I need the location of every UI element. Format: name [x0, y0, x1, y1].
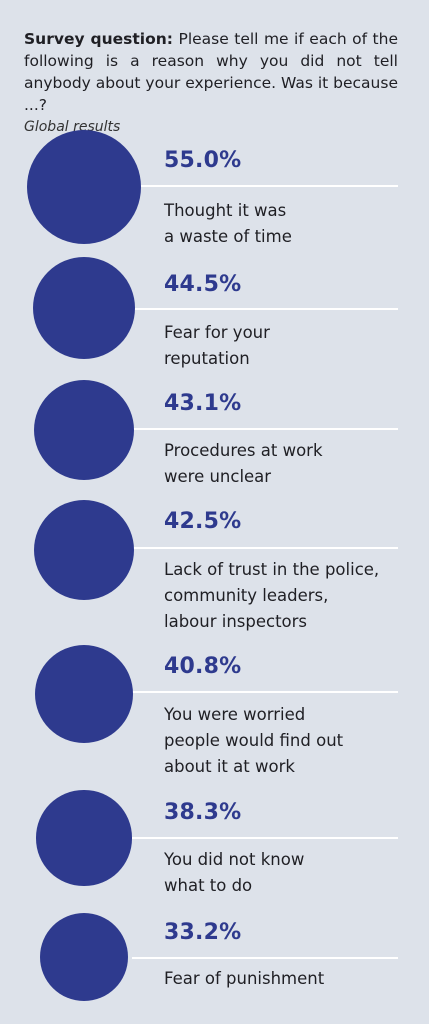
- divider-line: [132, 547, 398, 549]
- percent-label: 42.5%: [164, 509, 242, 534]
- value-bubble: [36, 790, 132, 886]
- value-bubble: [33, 379, 135, 481]
- reason-label: Procedures at work were unclear: [164, 441, 323, 486]
- divider-line: [132, 837, 398, 839]
- question-text: Please tell me if each of the following …: [24, 30, 398, 114]
- value-bubble: [27, 130, 141, 244]
- value-bubble: [34, 644, 134, 744]
- percent-label: 43.1%: [164, 391, 242, 416]
- percent-label: 55.0%: [164, 148, 242, 173]
- reason-label: You did not know what to do: [164, 850, 305, 895]
- reason-label: You were worried people would find out a…: [164, 705, 344, 776]
- divider-line: [132, 691, 398, 693]
- question-label: Survey question:: [24, 30, 173, 48]
- value-bubble: [33, 499, 135, 601]
- reason-label: Fear of punishment: [164, 969, 325, 988]
- reason-label: Lack of trust in the police, community l…: [164, 560, 380, 631]
- divider-line: [132, 185, 398, 187]
- divider-line: [132, 308, 398, 310]
- percent-label: 38.3%: [164, 800, 242, 825]
- divider-line: [132, 957, 398, 959]
- percent-label: 40.8%: [164, 654, 242, 679]
- value-bubble: [39, 912, 129, 1002]
- value-bubble: [32, 256, 136, 360]
- reason-label: Thought it was a waste of time: [164, 201, 292, 246]
- reason-label: Fear for your reputation: [164, 323, 270, 368]
- percent-label: 44.5%: [164, 272, 242, 297]
- survey-question: Survey question: Please tell me if each …: [24, 28, 398, 138]
- divider-line: [132, 428, 398, 430]
- percent-label: 33.2%: [164, 920, 242, 945]
